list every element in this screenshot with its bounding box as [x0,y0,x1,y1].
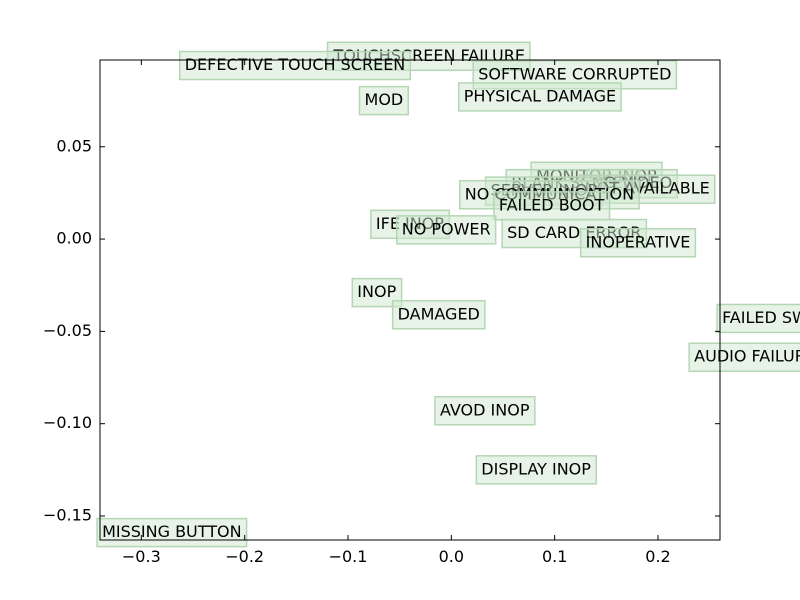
x-tick-label: −0.3 [122,547,161,566]
point-label-text: MOD [365,90,404,109]
point-label-18: FAILED SW [716,303,800,334]
point-label-text: AUDIO FAILURE [694,347,800,366]
y-tick-label: 0.00 [56,229,92,248]
y-tick-label: −0.15 [43,506,92,525]
point-label-20: AVOD INOP [434,396,536,426]
point-label-box [395,215,497,245]
point-label-box [579,228,697,258]
x-tick-label: 0.1 [542,547,567,566]
point-label-text: AVOD INOP [440,400,530,419]
point-label-4: PHYSICAL DAMAGE [457,82,622,112]
point-label-text: DEFECTIVE TOUCH SCREEN [185,55,406,74]
point-label-box [475,455,598,485]
x-tick-label: −0.2 [225,547,264,566]
point-label-box [96,517,248,548]
point-label-1: DEFECTIVE TOUCH SCREEN [178,50,412,81]
point-label-text: MISSING BUTTON [102,522,242,541]
x-tick-label: 0.0 [439,547,464,566]
plot-area-frame [99,59,721,541]
y-tick-label: −0.05 [43,321,92,340]
point-label-box [178,50,412,81]
point-label-text: PHYSICAL DAMAGE [464,86,616,105]
axis-ticks: −0.3 −0.2 −0.1 0.0 0.1 0.2 0.05 0.00 −0.05 −0.10 −… [43,60,720,566]
point-label-box [688,342,800,372]
y-tick-label: −0.10 [43,413,92,432]
point-label-box [434,396,536,426]
point-label-13: NO POWER [395,215,497,245]
point-label-text: FAILED SW [722,308,800,327]
point-label-22: MISSING BUTTON [96,517,248,548]
point-label-11: FAILED BOOT [493,191,611,221]
point-label-text: DAMAGED [398,304,480,323]
point-label-text: SOFTWARE CORRUPTED [478,64,671,83]
point-label-text: NO POWER [402,219,491,238]
point-label-17: DAMAGED [391,300,486,330]
point-label-box [716,303,800,334]
y-tick-label: 0.05 [56,136,92,155]
point-label-text: INOPERATIVE [586,232,691,251]
point-label-15: INOPERATIVE [579,228,697,258]
point-label-box [493,191,611,221]
point-label-text: INOP [357,282,396,301]
point-label-text: DISPLAY INOP [481,459,591,478]
point-label-3: MOD [358,85,410,116]
point-label-text: FAILED BOOT [499,195,605,214]
point-label-19: AUDIO FAILURE [688,342,800,372]
x-tick-label: −0.1 [329,547,368,566]
point-label-21: DISPLAY INOP [475,455,598,485]
x-tick-label: 0.2 [645,547,670,566]
point-label-box [457,82,622,112]
point-label-box [391,300,486,330]
point-label-box [358,85,410,116]
